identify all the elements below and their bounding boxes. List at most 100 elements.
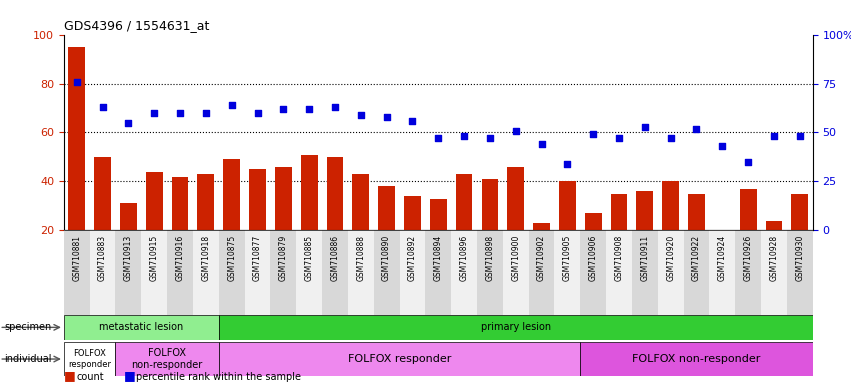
Point <box>122 120 135 126</box>
Text: GSM710881: GSM710881 <box>72 235 81 281</box>
Text: FOLFOX non-responder: FOLFOX non-responder <box>632 354 761 364</box>
Text: GSM710890: GSM710890 <box>382 235 391 281</box>
Text: GSM710926: GSM710926 <box>744 235 752 281</box>
Point <box>147 110 161 116</box>
Text: GSM710896: GSM710896 <box>460 235 469 281</box>
Bar <box>658 230 683 315</box>
Bar <box>68 47 85 230</box>
Text: primary lesion: primary lesion <box>481 322 551 333</box>
Text: GSM710905: GSM710905 <box>563 235 572 281</box>
Text: GSM710906: GSM710906 <box>589 235 597 281</box>
Text: specimen: specimen <box>4 322 52 333</box>
Text: count: count <box>77 372 104 382</box>
Bar <box>296 230 322 315</box>
Bar <box>172 177 188 230</box>
Bar <box>146 172 163 230</box>
Bar <box>249 169 266 230</box>
Bar <box>223 159 240 230</box>
Text: percentile rank within the sample: percentile rank within the sample <box>136 372 301 382</box>
Bar <box>426 230 451 315</box>
Bar <box>585 213 602 230</box>
Bar <box>244 230 271 315</box>
Text: individual: individual <box>4 354 52 364</box>
Bar <box>637 191 654 230</box>
Bar <box>89 230 116 315</box>
Bar <box>64 342 116 376</box>
Bar <box>167 230 193 315</box>
Bar <box>611 194 627 230</box>
Text: FOLFOX
non-responder: FOLFOX non-responder <box>132 348 203 370</box>
Text: GSM710877: GSM710877 <box>253 235 262 281</box>
Bar <box>787 230 813 315</box>
Bar <box>735 230 761 315</box>
Text: GSM710920: GSM710920 <box>666 235 675 281</box>
Text: GSM710922: GSM710922 <box>692 235 701 281</box>
Point <box>199 110 213 116</box>
Bar <box>761 230 787 315</box>
Bar <box>559 182 576 230</box>
Point <box>302 106 316 112</box>
Bar <box>477 230 503 315</box>
Text: GSM710888: GSM710888 <box>357 235 365 281</box>
Bar <box>197 174 214 230</box>
Bar <box>632 230 658 315</box>
Text: GSM710915: GSM710915 <box>150 235 158 281</box>
Point <box>612 135 625 141</box>
Text: GSM710918: GSM710918 <box>202 235 210 281</box>
Bar <box>120 204 137 230</box>
Point <box>793 133 807 139</box>
Point <box>638 124 652 130</box>
Text: GSM710911: GSM710911 <box>640 235 649 281</box>
Bar <box>710 230 735 315</box>
Bar <box>430 199 447 230</box>
Point <box>328 104 342 110</box>
Bar <box>399 230 426 315</box>
Bar <box>275 167 292 230</box>
Bar <box>94 157 111 230</box>
Bar <box>116 230 141 315</box>
Text: ■: ■ <box>123 369 135 382</box>
Bar <box>193 230 219 315</box>
Bar <box>503 230 528 315</box>
Text: GSM710928: GSM710928 <box>769 235 779 281</box>
Bar <box>141 230 167 315</box>
Bar <box>374 230 399 315</box>
Bar <box>300 154 317 230</box>
Bar <box>740 189 757 230</box>
Bar <box>64 315 219 340</box>
Bar <box>606 230 632 315</box>
Text: GSM710930: GSM710930 <box>796 235 804 281</box>
Bar <box>688 194 705 230</box>
Text: GSM710924: GSM710924 <box>718 235 727 281</box>
Bar <box>507 167 524 230</box>
Point <box>70 78 83 84</box>
Bar <box>528 230 555 315</box>
Text: FOLFOX responder: FOLFOX responder <box>348 354 451 364</box>
Point <box>457 133 471 139</box>
Text: GSM710886: GSM710886 <box>330 235 340 281</box>
Bar <box>580 230 606 315</box>
Bar <box>662 182 679 230</box>
Point <box>509 127 523 134</box>
Text: GSM710916: GSM710916 <box>175 235 185 281</box>
Text: GSM710894: GSM710894 <box>434 235 443 281</box>
Point <box>380 114 393 120</box>
Point <box>174 110 187 116</box>
Point <box>431 135 445 141</box>
Text: GSM710908: GSM710908 <box>614 235 624 281</box>
Point <box>483 135 497 141</box>
Bar <box>271 230 296 315</box>
Text: GSM710883: GSM710883 <box>98 235 107 281</box>
Bar <box>322 230 348 315</box>
Point <box>741 159 755 165</box>
Bar <box>348 230 374 315</box>
Bar <box>219 230 244 315</box>
Bar <box>327 157 343 230</box>
Text: GSM710900: GSM710900 <box>511 235 520 281</box>
Point <box>561 161 574 167</box>
Bar <box>64 230 89 315</box>
Bar <box>451 230 477 315</box>
Bar <box>580 342 813 376</box>
Bar <box>219 315 813 340</box>
Text: GSM710892: GSM710892 <box>408 235 417 281</box>
